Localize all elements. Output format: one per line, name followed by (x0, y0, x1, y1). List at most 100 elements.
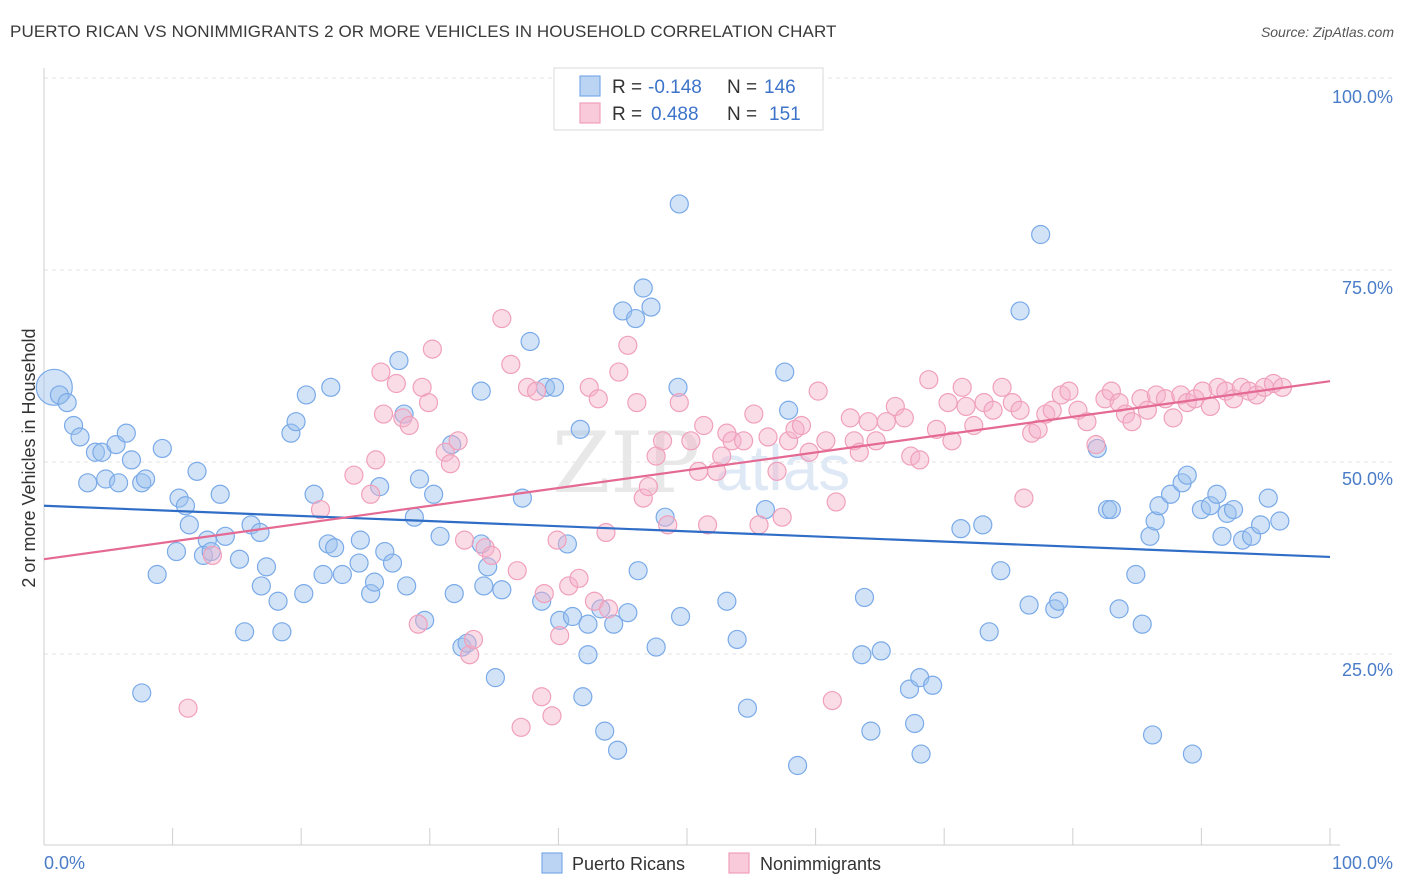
point-nonimmigrants (618, 335, 638, 355)
point-puerto-ricans (923, 675, 943, 695)
point-puerto-ricans (63, 415, 84, 436)
point-nonimmigrants (1028, 419, 1048, 439)
point-nonimmigrants (638, 477, 659, 497)
point-puerto-ricans (57, 393, 77, 413)
legend-n-label-1: N = (727, 77, 757, 98)
point-nonimmigrants (681, 431, 701, 451)
point-nonimmigrants (1193, 381, 1213, 401)
point-nonimmigrants (435, 442, 455, 462)
point-nonimmigrants (310, 499, 331, 520)
point-nonimmigrants (569, 568, 589, 588)
point-nonimmigrants (633, 488, 653, 508)
point-puerto-ricans (633, 278, 653, 298)
point-nonimmigrants (511, 717, 531, 737)
point-puerto-ricans (78, 473, 98, 493)
point-puerto-ricans (121, 450, 142, 470)
point-puerto-ricans (166, 541, 187, 562)
point-puerto-ricans (1019, 595, 1039, 615)
point-nonimmigrants (733, 431, 754, 451)
point-puerto-ricans (256, 557, 277, 577)
series-puerto-ricans (35, 194, 1290, 776)
point-nonimmigrants (749, 515, 769, 535)
point-nonimmigrants (475, 538, 495, 558)
point-nonimmigrants (876, 412, 896, 432)
point-puerto-ricans (294, 583, 314, 604)
point-puerto-ricans (1270, 511, 1290, 531)
point-nonimmigrants (463, 629, 484, 650)
trend-line-nonimmigrants (43, 380, 1331, 561)
point-puerto-ricans (1031, 224, 1051, 245)
point-puerto-ricans (409, 469, 430, 489)
point-nonimmigrants (992, 377, 1012, 397)
point-puerto-ricans (268, 591, 288, 611)
point-nonimmigrants (178, 698, 198, 718)
point-nonimmigrants (507, 561, 527, 581)
point-puerto-ricans (70, 427, 90, 447)
point-puerto-ricans (1101, 499, 1121, 520)
point-puerto-ricans (1177, 465, 1197, 485)
point-puerto-ricans (1250, 515, 1271, 535)
point-nonimmigrants (399, 415, 419, 436)
point-nonimmigrants (1095, 389, 1115, 409)
point-nonimmigrants (840, 408, 860, 428)
point-puerto-ricans (1140, 526, 1160, 546)
point-puerto-ricans (562, 606, 583, 627)
point-puerto-ricans (116, 423, 136, 443)
point-puerto-ricans (478, 557, 498, 577)
point-nonimmigrants (542, 706, 562, 726)
point-puerto-ricans (520, 331, 540, 352)
point-nonimmigrants (822, 690, 842, 711)
point-puerto-ricans (152, 438, 172, 459)
point-nonimmigrants (767, 461, 787, 481)
point-nonimmigrants (844, 431, 864, 451)
point-puerto-ricans (951, 519, 971, 539)
point-nonimmigrants (422, 339, 442, 359)
point-puerto-ricans (550, 610, 570, 630)
point-nonimmigrants (697, 515, 718, 535)
point-nonimmigrants (894, 408, 914, 428)
point-puerto-ricans (573, 687, 593, 707)
bottom-legend: Puerto Ricans Nonimmigrants (541, 852, 881, 874)
point-nonimmigrants (858, 412, 878, 432)
point-puerto-ricans (96, 469, 116, 489)
point-puerto-ricans (727, 629, 747, 650)
y-axis-title: 2 or more Vehicles in Household (19, 328, 39, 587)
point-puerto-ricans (979, 622, 999, 642)
point-nonimmigrants (448, 431, 468, 451)
point-puerto-ricans (787, 755, 808, 776)
point-nonimmigrants (1002, 393, 1022, 413)
point-puerto-ricans (778, 400, 799, 420)
point-puerto-ricans (852, 645, 872, 665)
point-nonimmigrants (481, 545, 502, 566)
trend-line-puerto-ricans (43, 504, 1331, 559)
legend-box: R = -0.148 N = 146 R = 0.488 N = 151 (553, 67, 824, 131)
point-puerto-ricans (430, 526, 450, 546)
point-puerto-ricans (911, 744, 931, 764)
point-puerto-ricans (108, 473, 129, 493)
point-nonimmigrants (1010, 400, 1030, 420)
point-nonimmigrants (526, 381, 547, 401)
point-nonimmigrants (758, 427, 778, 447)
point-puerto-ricans (717, 591, 737, 611)
point-puerto-ricans (404, 507, 424, 527)
point-puerto-ricans (375, 541, 395, 562)
point-nonimmigrants (983, 400, 1003, 420)
point-puerto-ricans (281, 423, 301, 443)
point-nonimmigrants (1101, 381, 1121, 401)
point-puerto-ricans (349, 553, 369, 573)
point-nonimmigrants (1077, 412, 1097, 432)
grid-lines (44, 77, 1393, 655)
point-nonimmigrants (460, 645, 480, 665)
point-nonimmigrants (393, 408, 413, 428)
point-puerto-ricans (591, 599, 611, 619)
point-puerto-ricans (485, 668, 505, 688)
point-puerto-ricans (397, 576, 417, 596)
point-nonimmigrants (942, 431, 962, 451)
point-puerto-ricans (628, 561, 648, 581)
point-puerto-ricans (235, 622, 255, 642)
point-puerto-ricans (251, 576, 271, 596)
point-nonimmigrants (722, 431, 742, 451)
point-nonimmigrants (418, 393, 439, 413)
point-nonimmigrants (952, 377, 972, 397)
point-nonimmigrants (627, 393, 647, 413)
